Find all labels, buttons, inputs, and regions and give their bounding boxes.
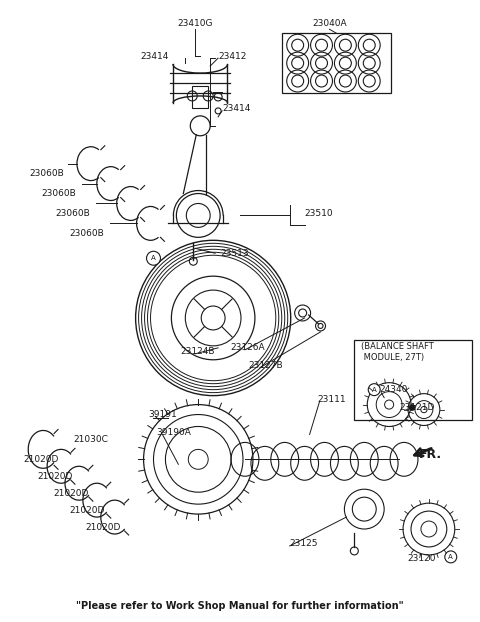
Text: 23414: 23414 xyxy=(222,104,251,113)
Text: 21030C: 21030C xyxy=(73,435,108,444)
Circle shape xyxy=(146,251,160,265)
Text: 23060B: 23060B xyxy=(69,229,104,238)
Text: 21020D: 21020D xyxy=(53,489,88,498)
Text: 23060B: 23060B xyxy=(41,189,76,198)
Text: 23124B: 23124B xyxy=(180,347,215,356)
Bar xyxy=(282,33,391,93)
Circle shape xyxy=(409,404,415,411)
Text: 23510: 23510 xyxy=(305,209,333,218)
Text: A: A xyxy=(372,387,377,392)
Text: 23040A: 23040A xyxy=(312,19,347,28)
Text: 23060B: 23060B xyxy=(55,209,90,218)
Text: (BALANCE SHAFT
 MODULE, 27T): (BALANCE SHAFT MODULE, 27T) xyxy=(361,342,434,361)
Circle shape xyxy=(368,384,380,396)
Text: "Please refer to Work Shop Manual for further information": "Please refer to Work Shop Manual for fu… xyxy=(76,601,404,611)
Text: 23125: 23125 xyxy=(290,539,318,549)
Text: 39190A: 39190A xyxy=(156,428,192,437)
Bar xyxy=(354,340,472,419)
Text: 21020D: 21020D xyxy=(37,471,72,481)
Text: 24340: 24340 xyxy=(379,385,408,394)
Text: A: A xyxy=(448,554,453,560)
Text: 21020D: 21020D xyxy=(85,522,120,532)
Text: 23410G: 23410G xyxy=(178,19,213,28)
Text: 21020D: 21020D xyxy=(69,506,104,514)
Text: A: A xyxy=(151,255,156,261)
Text: 23121D: 23121D xyxy=(399,403,434,412)
Text: 23412: 23412 xyxy=(218,52,247,60)
Circle shape xyxy=(445,551,457,563)
Text: 39191: 39191 xyxy=(148,410,177,419)
Bar xyxy=(192,86,208,108)
Text: 23414: 23414 xyxy=(140,52,168,60)
Text: 23513: 23513 xyxy=(220,249,249,258)
Text: 23127B: 23127B xyxy=(248,361,283,370)
Text: 23111: 23111 xyxy=(318,395,346,404)
Text: 23060B: 23060B xyxy=(29,169,64,178)
Text: FR.: FR. xyxy=(419,448,442,461)
Text: 21020D: 21020D xyxy=(23,455,59,464)
Text: 23120: 23120 xyxy=(407,554,435,564)
Text: 23126A: 23126A xyxy=(230,343,264,352)
